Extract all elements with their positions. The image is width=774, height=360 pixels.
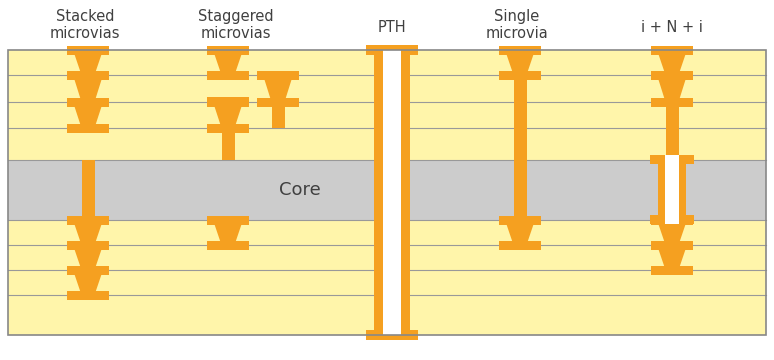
Bar <box>67 291 109 300</box>
Bar <box>8 50 766 335</box>
Polygon shape <box>73 50 103 75</box>
Bar <box>651 216 693 225</box>
Bar <box>651 266 693 274</box>
Bar <box>499 45 541 54</box>
Polygon shape <box>505 50 535 75</box>
Bar <box>651 240 693 249</box>
Polygon shape <box>505 220 535 245</box>
Bar <box>366 330 418 340</box>
Bar <box>650 155 694 164</box>
Bar <box>67 266 109 274</box>
Bar <box>207 45 249 54</box>
Bar <box>374 50 410 335</box>
Bar <box>67 216 109 225</box>
Bar <box>666 220 679 270</box>
Text: i + N + i: i + N + i <box>641 20 703 35</box>
Polygon shape <box>73 270 103 295</box>
Bar <box>665 215 679 224</box>
Polygon shape <box>657 220 687 245</box>
Bar <box>658 160 686 220</box>
Bar <box>67 71 109 80</box>
Bar <box>257 71 299 80</box>
Bar <box>207 98 249 107</box>
Bar <box>207 216 249 225</box>
Bar <box>67 240 109 249</box>
Bar <box>651 71 693 80</box>
Bar <box>207 71 249 80</box>
Polygon shape <box>73 75 103 102</box>
Bar <box>651 71 693 80</box>
Bar <box>207 240 249 249</box>
Bar <box>651 45 693 54</box>
Bar <box>651 98 693 107</box>
Polygon shape <box>657 245 687 270</box>
Bar <box>67 45 109 54</box>
Bar <box>383 50 401 335</box>
Polygon shape <box>657 75 687 102</box>
Bar <box>499 216 541 225</box>
Polygon shape <box>213 50 243 75</box>
Bar <box>67 266 109 274</box>
Bar <box>67 123 109 132</box>
Bar <box>499 71 541 80</box>
Bar <box>366 45 418 55</box>
Bar <box>8 160 766 220</box>
Polygon shape <box>263 75 293 102</box>
Bar <box>207 123 249 132</box>
Polygon shape <box>213 220 243 245</box>
Polygon shape <box>657 50 687 75</box>
Text: Single
microvia: Single microvia <box>485 9 549 41</box>
Bar <box>207 97 249 106</box>
Bar <box>8 50 766 335</box>
Bar <box>513 160 526 220</box>
Bar <box>257 98 299 107</box>
Bar <box>272 102 285 128</box>
Bar <box>513 220 526 245</box>
Bar <box>499 240 541 249</box>
Bar <box>650 215 694 224</box>
Bar <box>221 128 235 160</box>
Bar <box>665 160 679 220</box>
Text: Staggered
microvias: Staggered microvias <box>198 9 274 41</box>
Text: Stacked
microvias: Stacked microvias <box>50 9 121 41</box>
Text: PTH: PTH <box>378 20 406 35</box>
Polygon shape <box>213 102 243 128</box>
Bar <box>513 75 526 160</box>
Bar <box>67 71 109 80</box>
Polygon shape <box>73 102 103 128</box>
Bar <box>666 102 679 160</box>
Bar <box>67 98 109 107</box>
Bar <box>81 160 94 220</box>
Polygon shape <box>73 220 103 245</box>
Bar <box>221 220 235 245</box>
Bar <box>665 155 679 164</box>
Polygon shape <box>73 245 103 270</box>
Bar <box>67 240 109 249</box>
Text: Core: Core <box>279 181 321 199</box>
Bar <box>67 98 109 107</box>
Bar <box>651 240 693 249</box>
